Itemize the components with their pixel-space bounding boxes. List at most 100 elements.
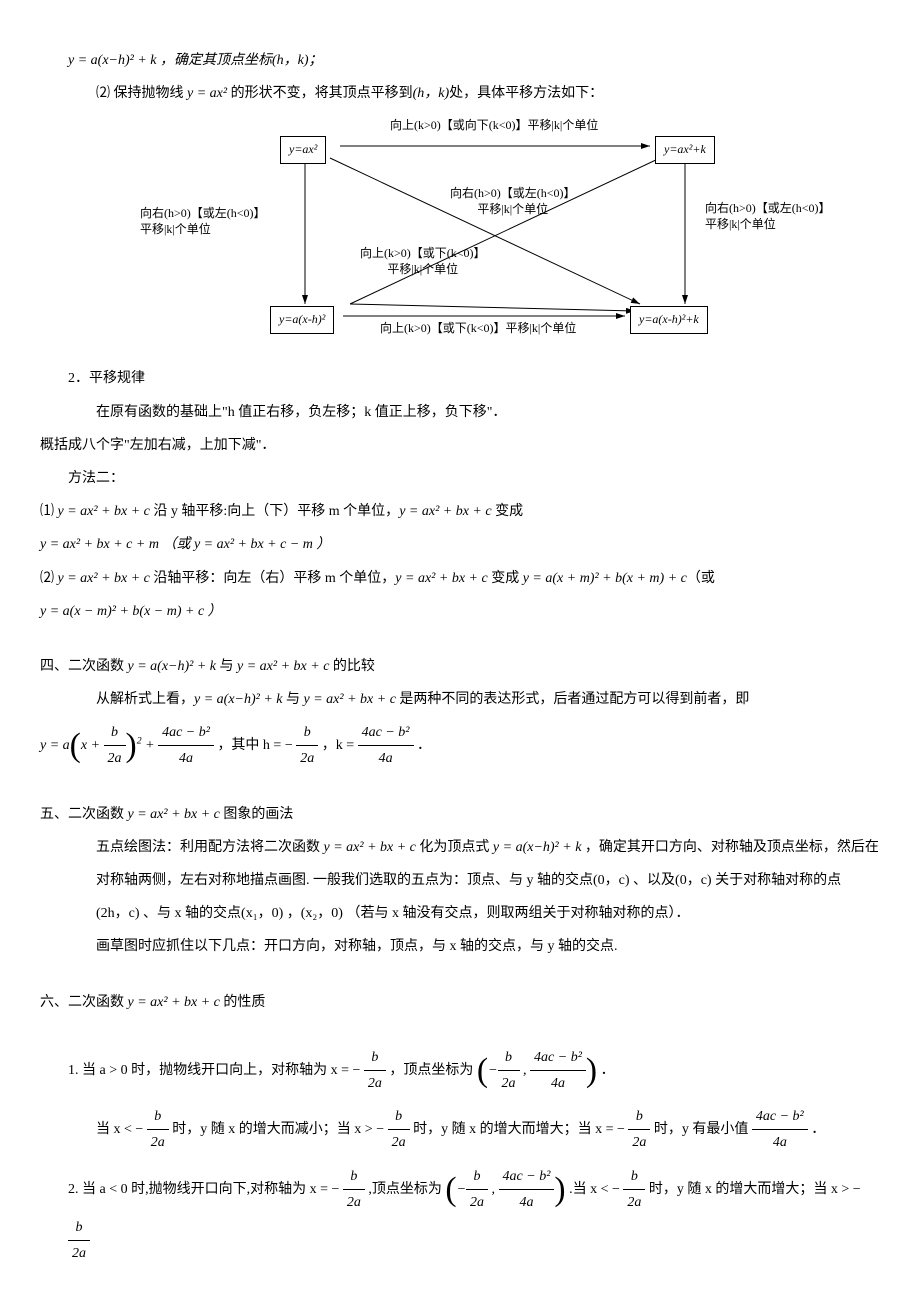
frac-b2a-11: b2a <box>68 1215 90 1266</box>
s4eq-end: ． <box>417 738 431 753</box>
s5-end: 图象的画法 <box>220 807 294 822</box>
shift-diagram: y=ax² y=ax²+k y=a(x-h)² y=a(x-h)²+k 向上(k… <box>110 126 810 346</box>
label-diag2: 向上(k>0)【或下(k<0)】 平移|k|个单位 <box>360 246 486 277</box>
box-tl: y=ax² <box>280 136 326 164</box>
l2-pt: (h，k) <box>413 86 450 101</box>
sec5-l4: 画草图时应抓住以下几点：开口方向，对称轴，顶点，与 x 轴的交点，与 y 轴的交… <box>40 934 880 959</box>
s5l1-end: ，确定其开口方向、对称轴及顶点坐标，然后在 <box>581 840 879 855</box>
s6-pre: 六、二次函数 <box>40 995 128 1010</box>
s4l1-b: y = ax² + bx + c <box>304 692 396 707</box>
frac-4ac-4: 4ac − b²4a <box>752 1104 808 1155</box>
m2-1-mid: 沿 y 轴平移:向上（下）平移 m 个单位， <box>150 504 399 519</box>
num: b <box>466 1164 488 1190</box>
m2-1b: y = ax² + bx + c <box>399 504 491 519</box>
frac-4ac-2: 4ac − b²4a <box>358 720 414 771</box>
frac-b2a-4: b2a <box>498 1045 520 1096</box>
m2-1: ⑴ y = ax² + bx + c 沿 y 轴平移:向上（下）平移 m 个单位… <box>40 499 880 524</box>
sec6-title: 六、二次函数 y = ax² + bx + c 的性质 <box>40 990 880 1015</box>
neg: − <box>488 1063 497 1078</box>
frac-b2a-10: b2a <box>623 1164 645 1215</box>
m2-2-or: （或 <box>687 571 715 586</box>
m2-1a: y = ax² + bx + c <box>58 504 150 519</box>
p61: 1. 当 a > 0 时，抛物线开口向上，对称轴为 x = − b2a ，顶点坐… <box>40 1045 880 1096</box>
p62-pre: 2. 当 a < 0 时,抛物线开口向下,对称轴为 x = − <box>68 1181 339 1196</box>
s4eq-mid2: ，k = <box>322 738 358 753</box>
m2-2d-expr: y = a(x − m)² + b(x − m) + c ） <box>40 604 222 619</box>
l2-expr: y = ax² <box>187 86 227 101</box>
p62-mid1: ,顶点坐标为 <box>368 1181 442 1196</box>
sq: 2 <box>137 736 142 747</box>
sec4-title: 四、二次函数 y = a(x−h)² + k 与 y = ax² + bx + … <box>40 654 880 679</box>
p61b-mid3: 时，y 有最小值 <box>654 1122 749 1137</box>
den: 4a <box>752 1130 808 1155</box>
m2-2: ⑵ y = ax² + bx + c 沿轴平移：向左（右）平移 m 个单位，y … <box>40 566 880 591</box>
box-bl: y=a(x-h)² <box>270 306 334 334</box>
sec4-eq: y = a(x + b2a)2 + 4ac − b²4a ，其中 h = − b… <box>40 720 880 771</box>
s4l1-pre: 从解析式上看， <box>96 692 194 707</box>
box-tr: y=ax²+k <box>655 136 715 164</box>
box-br: y=a(x-h)²+k <box>630 306 708 334</box>
num: b <box>296 720 318 746</box>
m2-2c: y = a(x + m)² + b(x + m) + c <box>523 571 687 586</box>
num: b <box>343 1164 365 1190</box>
frac-4ac-3: 4ac − b²4a <box>530 1045 586 1096</box>
p61b-mid2: 时，y 随 x 的增大而增大；当 x = − <box>413 1122 625 1137</box>
s6-end: 的性质 <box>220 995 266 1010</box>
sec5-title: 五、二次函数 y = ax² + bx + c 图象的画法 <box>40 802 880 827</box>
den: 2a <box>104 746 126 771</box>
num: 4ac − b² <box>752 1104 808 1130</box>
label-left: 向右(h>0)【或左(h<0)】 平移|k|个单位 <box>140 206 266 237</box>
label-bottom: 向上(k>0)【或下(k<0)】平移|k|个单位 <box>380 321 576 337</box>
den: 4a <box>158 746 214 771</box>
label-top: 向上(k>0)【或向下(k<0)】平移|k|个单位 <box>390 118 598 134</box>
frac-b2a-8: b2a <box>343 1164 365 1215</box>
s4-b: y = ax² + bx + c <box>237 659 329 674</box>
m2-1-res: y = ax² + bx + c + m （或 y = ax² + bx + c… <box>40 532 880 557</box>
frac-b2a-6: b2a <box>388 1104 410 1155</box>
frac-4ac-5: 4ac − b²4a <box>499 1164 555 1215</box>
comma2: , <box>488 1181 499 1196</box>
den: 2a <box>343 1190 365 1215</box>
s4eq-x: x + <box>81 738 104 753</box>
sec2-l1: 在原有函数的基础上"h 值正右移，负左移；k 值正上移，负下移"． <box>40 400 880 425</box>
lparen2-icon: ( <box>477 1052 488 1089</box>
rparen2-icon: ) <box>586 1052 597 1089</box>
top-expression: y = a(x−h)² + k ，确定其顶点坐标(h，k)； <box>40 48 880 73</box>
num: b <box>623 1164 645 1190</box>
num: b <box>498 1045 520 1071</box>
p61-end: ． <box>601 1063 615 1078</box>
num: b <box>104 720 126 746</box>
num: 4ac − b² <box>499 1164 555 1190</box>
den: 2a <box>296 746 318 771</box>
p61-pre: 1. 当 a > 0 时，抛物线开口向上，对称轴为 x = − <box>68 1063 360 1078</box>
s5l1-pre: 五点绘图法：利用配方法将二次函数 <box>96 840 324 855</box>
den: 2a <box>498 1071 520 1096</box>
s5l1-a: y = ax² + bx + c <box>324 840 416 855</box>
comma: , <box>520 1063 531 1078</box>
m2-2a: y = ax² + bx + c <box>58 571 150 586</box>
sec5-l3: (2h，c) 、与 x 轴的交点(x₁，0) ，(x₂，0) （若与 x 轴没有… <box>40 901 880 926</box>
p61b: 当 x < − b2a 时，y 随 x 的增大而减小；当 x > − b2a 时… <box>40 1104 880 1155</box>
l2-end: 处，具体平移方法如下： <box>449 86 603 101</box>
p61b-mid1: 时，y 随 x 的增大而减小；当 x > − <box>172 1122 384 1137</box>
m2-2d: y = a(x − m)² + b(x − m) + c ） <box>40 599 880 624</box>
frac-b2a-3: b2a <box>364 1045 386 1096</box>
label-right: 向右(h>0)【或左(h<0)】 平移|k|个单位 <box>705 201 831 232</box>
s4-end: 的比较 <box>329 659 375 674</box>
expr-vertex-form: y = a(x−h)² + k ，确定其顶点坐标(h，k)； <box>68 53 323 68</box>
sec5-l2: 对称轴两侧，左右对称地描点画图. 一般我们选取的五点为：顶点、与 y 轴的交点(… <box>40 868 880 893</box>
l2-pre: ⑵ 保持抛物线 <box>96 86 187 101</box>
den: 2a <box>388 1130 410 1155</box>
num: 4ac − b² <box>158 720 214 746</box>
s4eq-mid: ，其中 h = − <box>217 738 292 753</box>
s5-pre: 五、二次函数 <box>40 807 128 822</box>
s5-a: y = ax² + bx + c <box>128 807 220 822</box>
m2-2b: y = ax² + bx + c <box>395 571 487 586</box>
s4l1-a: y = a(x−h)² + k <box>194 692 283 707</box>
rparen3-icon: ) <box>554 1170 565 1207</box>
s5l1-b: y = a(x−h)² + k <box>493 840 582 855</box>
s6-a: y = ax² + bx + c <box>128 995 220 1010</box>
frac-b-2a-2: b2a <box>296 720 318 771</box>
rparen-icon: ) <box>126 727 137 764</box>
sec5-l1: 五点绘图法：利用配方法将二次函数 y = ax² + bx + c 化为顶点式 … <box>40 835 880 860</box>
